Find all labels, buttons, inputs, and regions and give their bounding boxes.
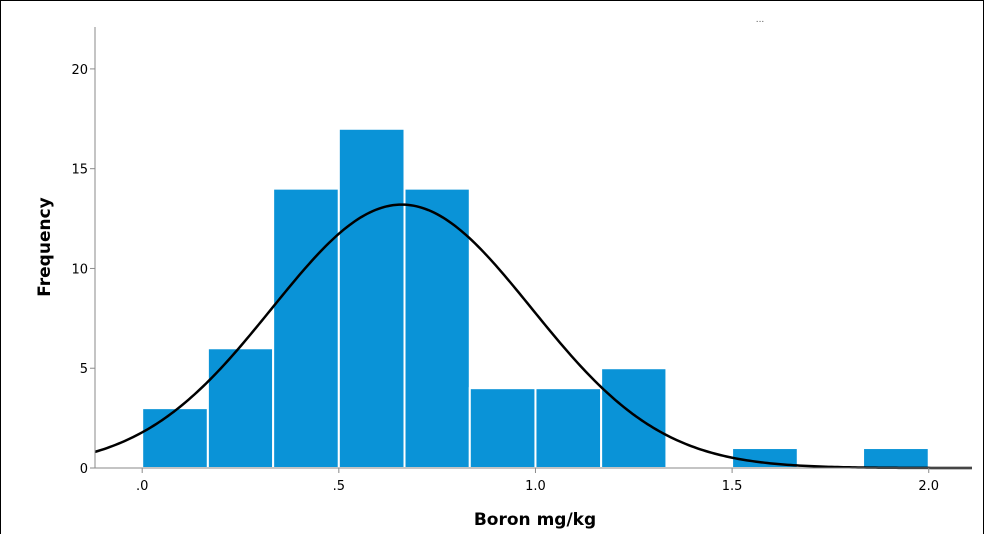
x-ticks-group: .0 .5 1.0 1.5 2.0 [136, 468, 939, 494]
histogram-bar [862, 447, 930, 470]
x-tick-label: .0 [136, 479, 148, 494]
y-tick-label: 20 [71, 63, 88, 78]
corner-note: ... [756, 15, 765, 25]
x-tick-label: 1.0 [525, 479, 546, 494]
y-axis-title: Frequency [35, 197, 55, 297]
x-tick-label: .5 [333, 479, 345, 494]
y-tick-label: 5 [80, 362, 88, 377]
x-tick-label: 2.0 [918, 479, 939, 494]
y-tick-label: 15 [71, 163, 88, 178]
y-ticks-group: 0 5 10 15 20 [71, 63, 95, 477]
histogram-bar [534, 387, 603, 470]
histogram-bar [600, 367, 668, 470]
histogram-bar [468, 387, 537, 470]
bars-group [141, 127, 930, 470]
x-axis-title: Boron mg/kg [474, 510, 596, 530]
y-tick-label: 0 [80, 462, 88, 477]
histogram-bar [272, 187, 340, 469]
histogram-bar [141, 407, 209, 469]
normal-curve [94, 203, 972, 470]
histogram-bar [206, 347, 275, 469]
x-tick-label: 1.5 [722, 479, 743, 494]
histogram-bar [337, 127, 406, 469]
y-tick-label: 10 [71, 262, 88, 277]
